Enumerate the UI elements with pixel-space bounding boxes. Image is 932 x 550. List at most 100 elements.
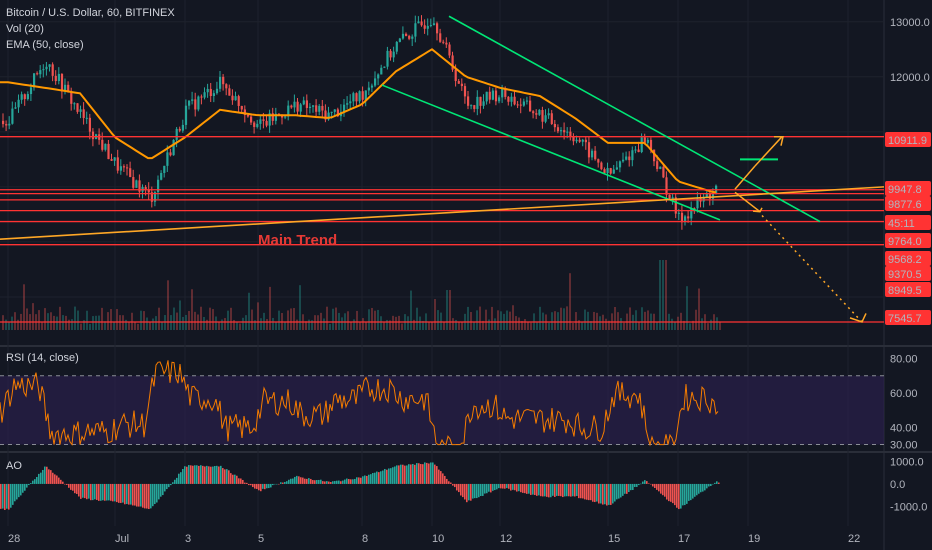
candle-body [631, 150, 634, 161]
volume-bar [662, 260, 664, 330]
volume-bar [287, 310, 289, 330]
volume-bar [233, 319, 235, 330]
ao-bar [130, 483, 132, 505]
candle-body [57, 73, 60, 82]
volume-bar [11, 316, 13, 330]
volume-bar [323, 318, 325, 330]
ao-bar [286, 481, 288, 484]
volume-bar [635, 310, 637, 330]
volume-bar [473, 321, 475, 330]
candle-body [271, 113, 274, 121]
ao-bar [670, 483, 672, 502]
ao-bar [510, 483, 512, 491]
candle-body [138, 180, 141, 192]
candle-body [284, 116, 287, 118]
candle-body [101, 139, 104, 150]
volume-bar [44, 308, 46, 330]
volume-bar [224, 318, 226, 330]
ao-bar [260, 483, 262, 492]
ao-bar [356, 477, 358, 484]
ao-bar [604, 483, 606, 505]
ao-bar [630, 483, 632, 491]
horizontal-levels[interactable] [0, 136, 884, 323]
candle-body [482, 101, 485, 106]
volume-legend[interactable]: Vol (20) [6, 23, 44, 35]
time-tick-label: 22 [848, 533, 860, 545]
ao-bar [574, 483, 576, 497]
candle-body [265, 120, 268, 126]
channel-lower-line [381, 84, 721, 221]
ao-bar [464, 483, 466, 500]
volume-bar [539, 306, 541, 330]
candle-body [60, 73, 64, 92]
volume-bar [296, 319, 298, 330]
ao-bar [396, 465, 398, 484]
ao-bar [482, 483, 484, 496]
volume-bar [527, 322, 529, 330]
candle-body [361, 91, 364, 100]
price-level-label: 9877.6 [888, 199, 922, 211]
candle-body [547, 113, 550, 116]
volume-bar [689, 323, 691, 330]
ao-bar [188, 465, 190, 484]
volume-bar [467, 306, 469, 330]
ao-bar [536, 483, 538, 496]
ao-bar [470, 483, 472, 501]
volume-bar [341, 317, 343, 330]
ao-bar [542, 483, 544, 497]
ao-bar [294, 476, 296, 484]
ao-bar [502, 483, 504, 489]
drawings[interactable]: Main Trend [0, 15, 885, 323]
volume-bar [620, 318, 622, 330]
ao-bar [700, 483, 702, 493]
candle-body [144, 187, 147, 190]
ao-bar [598, 483, 600, 504]
candle-body [594, 150, 597, 160]
ao-bar [364, 475, 366, 484]
price-tick-label: 12000.0 [890, 72, 930, 84]
symbol-legend[interactable]: Bitcoin / U.S. Dollar, 60, BITFINEX [6, 7, 175, 19]
volume-bar [719, 321, 721, 330]
candle-body [501, 88, 504, 98]
ao-bar [376, 471, 378, 484]
candle-body [23, 94, 26, 100]
ao-bar [40, 472, 42, 484]
candle-body [219, 76, 222, 89]
ao-bar [642, 481, 644, 484]
ao-bar [688, 483, 690, 501]
ao-legend[interactable]: AO [6, 460, 22, 472]
ao-bar [436, 466, 438, 484]
ao-bar [262, 483, 264, 489]
candle-body [135, 180, 138, 188]
candle-body [426, 25, 429, 29]
rsi-legend[interactable]: RSI (14, close) [6, 352, 79, 364]
ao-bar [506, 483, 508, 489]
candle-body [116, 157, 119, 171]
ao-bar [590, 483, 592, 501]
volume-bar [182, 316, 184, 330]
candle-body [498, 97, 501, 102]
ao-bar [526, 483, 528, 494]
volume-bar [239, 323, 241, 330]
price-panel[interactable] [0, 0, 884, 344]
ao-bar [174, 479, 176, 484]
ao-bar [330, 482, 332, 484]
volume-bar [152, 318, 154, 330]
candle-body [625, 156, 628, 160]
volume-bar [275, 321, 277, 330]
volume-bar [284, 321, 286, 330]
candle-body [628, 156, 631, 161]
candle-body [634, 149, 637, 151]
ao-bar [196, 465, 198, 484]
ema-legend[interactable]: EMA (50, close) [6, 39, 84, 51]
ao-bar [646, 481, 648, 484]
projection-arrow-head [849, 313, 867, 323]
candle-body [253, 122, 256, 127]
ao-bar [672, 483, 674, 504]
ao-bar [602, 483, 604, 505]
volume-bar [143, 311, 145, 330]
candle-body [597, 159, 600, 163]
ao-bar [60, 479, 62, 484]
rsi-line [0, 360, 719, 447]
